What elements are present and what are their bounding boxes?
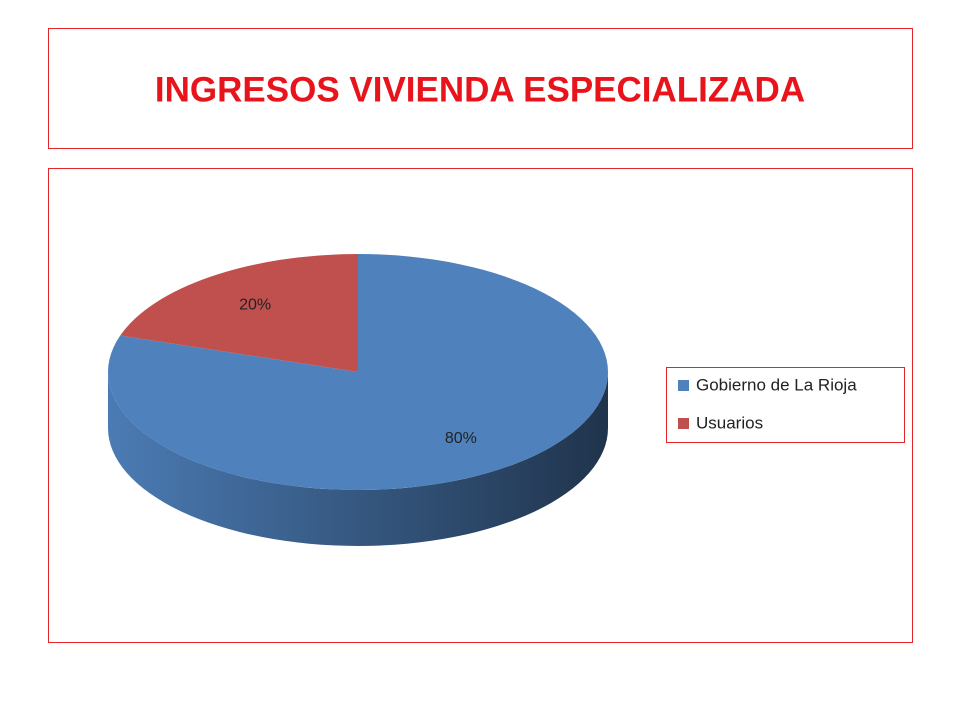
slice	[120, 254, 358, 372]
legend-label: Gobierno de La Rioja	[696, 375, 857, 394]
legend-box	[666, 367, 905, 443]
chart-title: INGRESOS VIVIENDA ESPECIALIZADA	[155, 70, 805, 109]
legend-swatch	[678, 380, 689, 391]
data-label: 80%	[445, 430, 477, 447]
data-label: 20%	[239, 296, 271, 313]
slice	[108, 254, 608, 490]
legend-label: Usuarios	[696, 413, 763, 432]
slice-side	[108, 372, 608, 546]
legend-swatch	[678, 418, 689, 429]
title-box	[48, 28, 913, 149]
